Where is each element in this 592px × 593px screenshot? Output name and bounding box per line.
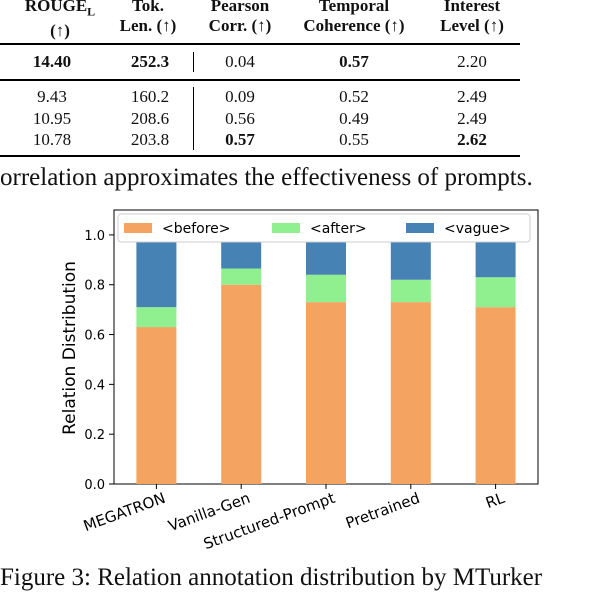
x-tick-label: MEGATRON xyxy=(81,489,168,535)
bar-segment-after xyxy=(390,279,431,303)
header-temporal: Temporal Coherence (↑) xyxy=(303,0,405,35)
header-interest: Interest Level (↑) xyxy=(440,0,504,35)
column-divider xyxy=(193,52,194,72)
chart-svg: 0.00.20.40.60.81.0 MEGATRONVanilla-GenSt… xyxy=(60,209,539,553)
bar-segment-after xyxy=(475,277,516,308)
bar-segment-before xyxy=(306,302,346,484)
table-cell: 0.57 xyxy=(225,130,255,149)
table-cell: 2.20 xyxy=(457,52,487,71)
y-axis-label: Relation Distribution xyxy=(60,261,80,435)
table-cell: 0.55 xyxy=(339,130,369,149)
table-cell: 203.8 xyxy=(130,130,170,149)
legend-swatch xyxy=(406,223,434,233)
y-tick-label: 0.4 xyxy=(84,378,105,393)
table-caption: orrelation approximates the effectivenes… xyxy=(0,164,533,191)
header-tok-len: Tok. Len. (↑) xyxy=(119,0,177,35)
column-divider xyxy=(193,87,194,150)
table-cell: 2.49 xyxy=(457,109,487,128)
legend-label: <vague> xyxy=(444,221,511,237)
table-cell: 9.43 xyxy=(37,87,67,106)
rule-mid xyxy=(0,79,520,81)
table-cell: 14.40 xyxy=(32,52,72,71)
table-cell: 252.3 xyxy=(130,52,170,71)
table-cell: 0.52 xyxy=(339,87,369,106)
table-cell: 10.95 xyxy=(32,109,72,128)
legend-box xyxy=(117,213,531,243)
bar-segment-before xyxy=(390,302,431,484)
results-table: ROUGEL (↑) Tok. Len. (↑) Pearson Corr. (… xyxy=(0,0,592,160)
header-pearson: Pearson Corr. (↑) xyxy=(208,0,272,35)
legend-label: <before> xyxy=(162,221,231,237)
bar-segment-before xyxy=(136,327,177,484)
table-cell: 208.6 xyxy=(130,109,170,128)
y-tick-label: 0.8 xyxy=(84,279,105,294)
table-cell: 0.04 xyxy=(225,52,255,71)
bar-segment-vague xyxy=(136,234,177,308)
rule-bottom xyxy=(0,155,520,157)
table-cell: 0.56 xyxy=(225,109,255,128)
bar-segment-before xyxy=(221,284,262,484)
table-cell: 2.49 xyxy=(457,87,487,106)
table-cell: 0.49 xyxy=(339,109,369,128)
legend-label: <after> xyxy=(310,221,367,237)
bar-segment-before xyxy=(475,307,516,484)
bar-segment-after xyxy=(221,268,262,285)
table-cell: 10.78 xyxy=(32,130,72,149)
table-cell: 160.2 xyxy=(130,87,170,106)
y-tick-label: 1.0 xyxy=(84,229,105,244)
legend-swatch xyxy=(272,223,300,233)
table-cell: 0.09 xyxy=(225,87,255,106)
y-tick-label: 0.2 xyxy=(84,428,105,443)
y-tick-label: 0.6 xyxy=(84,329,105,344)
x-tick-label: Pretrained xyxy=(343,489,422,532)
table-cell: 0.57 xyxy=(339,52,369,71)
bar-segment-after xyxy=(136,307,177,328)
header-rouge: ROUGEL (↑) xyxy=(24,0,96,41)
figure-caption: Figure 3: Relation annotation distributi… xyxy=(0,564,543,591)
y-tick-label: 0.0 xyxy=(84,478,105,493)
rule-header xyxy=(0,43,520,45)
table-cell: 2.62 xyxy=(457,130,487,149)
legend-swatch xyxy=(124,223,152,233)
bar-segment-after xyxy=(306,274,346,303)
relation-distribution-chart: 0.0 0.2 0.4 0.6 0.8 1.0 MEGATRON Vanilla-Gen St… xyxy=(0,200,592,560)
x-tick-label: RL xyxy=(483,489,507,513)
